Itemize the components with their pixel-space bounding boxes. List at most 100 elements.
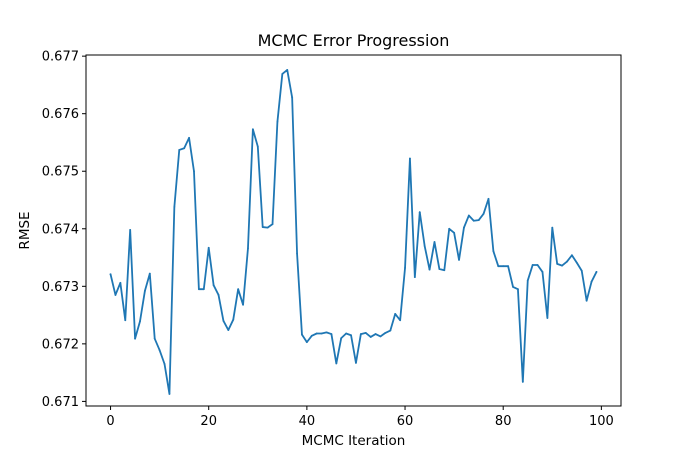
data-point xyxy=(139,320,141,323)
data-point xyxy=(389,329,392,332)
data-point xyxy=(183,147,186,150)
data-point xyxy=(575,261,578,264)
y-tick-label: 0.677 xyxy=(42,50,79,65)
data-point xyxy=(384,332,387,334)
data-point xyxy=(394,313,397,315)
data-point xyxy=(305,341,308,344)
data-point xyxy=(193,170,195,173)
data-point xyxy=(163,363,166,365)
data-point xyxy=(153,337,156,340)
y-tick-label: 0.671 xyxy=(42,395,79,410)
data-point xyxy=(271,223,274,226)
data-point xyxy=(531,264,534,266)
data-point xyxy=(418,211,421,213)
data-point xyxy=(355,361,357,364)
data-point xyxy=(222,319,225,322)
data-point xyxy=(413,276,416,279)
data-point xyxy=(237,288,240,291)
data-point xyxy=(536,264,539,266)
y-axis-label: RMSE xyxy=(17,211,33,249)
data-point xyxy=(227,329,230,331)
data-point xyxy=(443,269,446,272)
data-point xyxy=(212,284,215,287)
data-point xyxy=(580,269,583,272)
data-point xyxy=(409,157,411,160)
x-tick-label: 60 xyxy=(397,414,414,429)
data-point xyxy=(359,333,362,335)
data-point xyxy=(247,247,249,250)
data-point xyxy=(315,332,318,335)
data-point xyxy=(202,288,205,291)
data-point xyxy=(374,333,377,335)
data-point xyxy=(507,265,510,268)
data-point xyxy=(310,334,313,337)
data-point xyxy=(463,226,465,229)
data-point xyxy=(301,333,303,336)
chart-title: MCMC Error Progression xyxy=(258,31,450,50)
data-point xyxy=(281,73,284,75)
data-point xyxy=(296,252,298,255)
data-point xyxy=(119,281,122,284)
data-point xyxy=(482,212,485,215)
data-point xyxy=(291,96,294,99)
data-point xyxy=(369,336,372,338)
data-point xyxy=(251,128,254,131)
data-point xyxy=(458,258,460,261)
data-point xyxy=(178,149,181,151)
data-point xyxy=(173,206,176,208)
data-point xyxy=(197,288,200,291)
data-point xyxy=(590,280,593,283)
data-point xyxy=(433,241,436,243)
data-point xyxy=(158,349,161,352)
data-point xyxy=(512,285,514,288)
data-point xyxy=(188,136,190,139)
data-point xyxy=(148,272,151,275)
data-point xyxy=(168,393,171,395)
x-tick-label: 20 xyxy=(200,414,217,429)
data-point xyxy=(595,271,598,273)
data-point xyxy=(521,380,524,383)
x-tick-label: 100 xyxy=(589,414,614,429)
data-point xyxy=(453,231,456,234)
data-point xyxy=(330,333,333,335)
data-points xyxy=(109,69,598,395)
y-tick-label: 0.674 xyxy=(42,222,79,237)
data-point xyxy=(428,268,431,271)
data-point xyxy=(448,227,451,230)
data-point xyxy=(541,271,544,273)
y-tick-label: 0.673 xyxy=(42,280,79,295)
data-point xyxy=(497,265,500,268)
x-axis-ticks: 0 20 40 60 80 100 xyxy=(106,406,614,429)
data-point xyxy=(438,268,441,270)
data-point xyxy=(242,303,244,306)
data-point xyxy=(472,219,475,222)
data-point xyxy=(350,334,352,337)
data-point xyxy=(320,332,323,335)
y-tick-label: 0.672 xyxy=(42,337,79,352)
data-point xyxy=(379,335,382,338)
data-point xyxy=(526,279,529,282)
data-point xyxy=(276,120,279,123)
series-line-rmse xyxy=(109,69,598,395)
plot-area-frame xyxy=(85,54,622,407)
data-point xyxy=(571,254,573,257)
data-point xyxy=(404,267,406,269)
x-axis-label: MCMC Iteration xyxy=(302,433,406,449)
x-tick-label: 40 xyxy=(299,414,316,429)
data-point xyxy=(114,294,117,296)
data-point xyxy=(561,264,563,267)
data-point xyxy=(207,246,210,249)
data-point xyxy=(124,319,127,322)
x-tick-label: 80 xyxy=(495,414,512,429)
x-tick-label: 0 xyxy=(106,414,114,429)
y-tick-label: 0.676 xyxy=(42,107,79,122)
data-point xyxy=(144,290,146,292)
data-point xyxy=(335,362,338,365)
data-point xyxy=(546,317,549,319)
data-point xyxy=(502,265,505,268)
data-point xyxy=(340,337,343,339)
y-axis-ticks: 0.671 0.672 0.673 0.674 0.675 0.676 0.677 xyxy=(42,50,86,410)
data-point xyxy=(134,337,136,340)
